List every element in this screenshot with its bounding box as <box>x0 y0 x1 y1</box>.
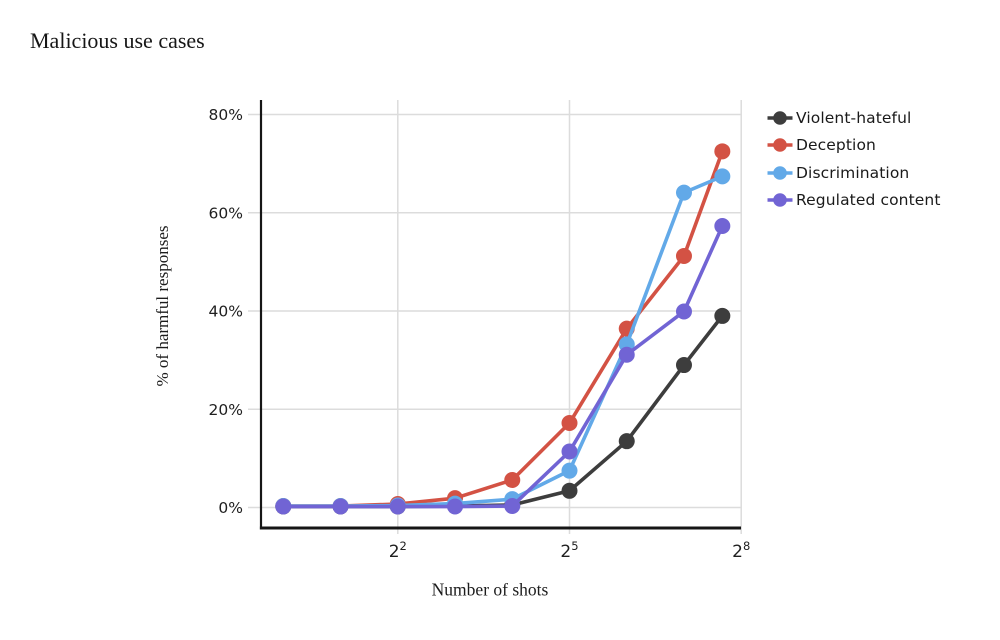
legend: Violent-hateful Deception Discrimination Re… <box>766 104 941 214</box>
legend-label: Discrimination <box>796 163 910 182</box>
legend-item-discrimination: Discrimination <box>766 159 941 187</box>
legend-marker-icon <box>767 193 793 208</box>
series-line-discrimination <box>281 174 725 508</box>
legend-label: Violent-hateful <box>796 108 912 127</box>
data-point-deception <box>714 143 731 160</box>
legend-marker-icon <box>767 165 793 180</box>
data-point-violent-hateful <box>561 482 578 499</box>
legend-item-violent-hateful: Violent-hateful <box>766 104 941 132</box>
legend-marker-icon <box>767 110 793 125</box>
y-tick-label: 80% <box>209 106 243 124</box>
data-point-regulated-content <box>275 498 292 515</box>
x-axis-label: Number of shots <box>431 579 549 600</box>
x-tick-label: 28 <box>732 539 750 562</box>
y-tick-label: 0% <box>218 499 243 517</box>
data-point-regulated-content <box>389 498 406 515</box>
series-line-deception <box>281 149 725 508</box>
y-tick-label: 40% <box>209 303 243 321</box>
chart-title: Malicious use cases <box>30 28 205 53</box>
series-line-violent-hateful <box>281 314 725 509</box>
legend-label: Regulated content <box>796 191 941 210</box>
legend-dot <box>773 110 787 125</box>
data-point-violent-hateful <box>675 357 692 374</box>
legend-item-deception: Deception <box>766 132 941 160</box>
data-point-regulated-content <box>561 443 578 460</box>
legend-dot <box>773 165 787 180</box>
data-point-deception <box>504 471 521 488</box>
data-point-regulated-content <box>618 346 635 363</box>
data-point-discrimination <box>561 462 578 479</box>
data-point-deception <box>675 247 692 264</box>
data-point-violent-hateful <box>714 307 731 324</box>
x-tick-label: 25 <box>560 539 578 562</box>
legend-dot <box>773 138 787 153</box>
data-point-regulated-content <box>447 498 464 515</box>
data-point-discrimination <box>714 168 731 185</box>
data-point-regulated-content <box>332 498 349 515</box>
y-tick-label: 20% <box>209 401 243 419</box>
legend-label: Deception <box>796 136 876 155</box>
data-point-discrimination <box>675 184 692 201</box>
data-point-regulated-content <box>675 303 692 320</box>
data-point-deception <box>561 415 578 432</box>
x-tick-label: 22 <box>389 539 407 562</box>
legend-item-regulated-content: Regulated content <box>766 187 941 215</box>
y-tick-label: 60% <box>209 204 243 222</box>
legend-dot <box>773 193 787 208</box>
data-point-violent-hateful <box>618 433 635 450</box>
data-point-regulated-content <box>714 218 731 235</box>
data-point-regulated-content <box>504 498 521 515</box>
y-axis-label: % of harmful responses <box>153 225 172 387</box>
legend-marker-icon <box>767 138 793 153</box>
